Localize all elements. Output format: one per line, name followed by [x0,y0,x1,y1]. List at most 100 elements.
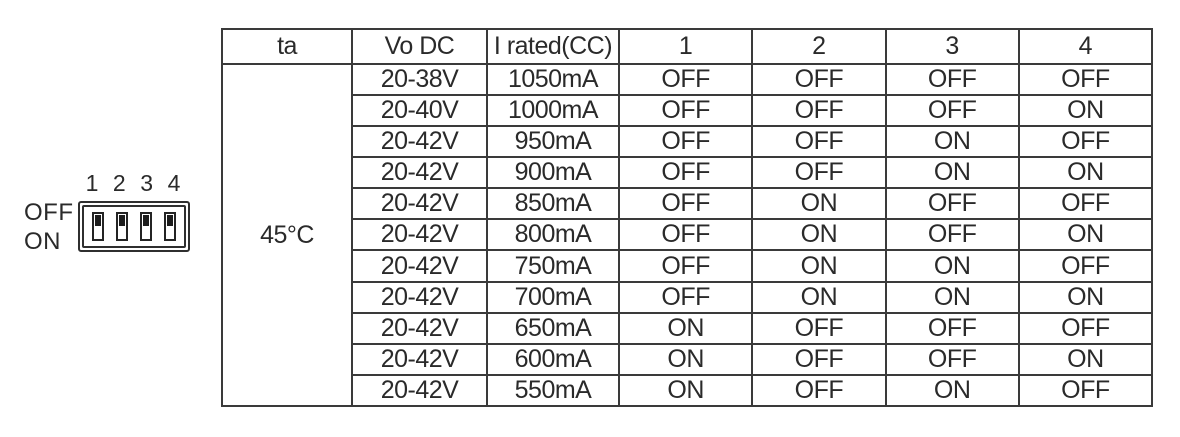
i-rated-cell: 700mA [486,280,620,314]
dip-switch-body [78,201,190,252]
table-row: 20-42V 650mA ON OFF OFF OFF [222,311,1154,345]
dip-lever-1 [92,212,104,241]
switch-3-cell: OFF [884,311,1020,345]
switch-3-cell: OFF [884,62,1020,97]
switch-3-cell: OFF [884,342,1020,376]
switch-4-cell: ON [1017,218,1154,252]
table-body: 45°C 20-38V 1050mA OFF OFF OFF OFF 20-40V 1000mA… [221,62,1154,408]
i-rated-cell: 550mA [486,373,620,408]
switch-3-cell: ON [884,249,1020,283]
i-rated-cell: 1050mA [486,62,620,97]
dip-off-label: OFF [24,199,74,226]
ambient-temperature-cell: 45°C [221,63,353,407]
switch-1-cell: OFF [617,62,754,97]
column-header-i-rated: I rated(CC) [486,28,620,65]
switch-4-cell: ON [1017,156,1154,190]
vo-dc-cell: 20-42V [351,249,488,283]
column-header-switch-2: 2 [751,28,887,65]
table-row: 20-42V 550mA ON OFF ON OFF [222,373,1154,408]
switch-2-cell: ON [751,280,887,314]
switch-4-cell: OFF [1017,249,1154,283]
switch-2-cell: OFF [751,373,887,408]
vo-dc-cell: 20-42V [351,187,488,221]
table-row: 20-42V 700mA OFF ON ON ON [222,280,1154,314]
vo-dc-cell: 20-40V [351,94,488,128]
switch-2-cell: OFF [751,94,887,128]
dip-switch-inner-frame [82,205,186,248]
switch-4-cell: OFF [1017,125,1154,159]
switch-4-cell: OFF [1017,62,1154,97]
column-header-vo-dc: Vo DC [351,28,488,65]
i-rated-cell: 850mA [486,187,620,221]
switch-1-cell: ON [617,342,754,376]
dip-lever-3 [140,212,152,241]
vo-dc-cell: 20-42V [351,125,488,159]
dip-lever-nub [143,215,149,226]
switch-1-cell: OFF [617,156,754,190]
dip-on-label: ON [24,228,61,255]
switch-4-cell: OFF [1017,373,1154,408]
vo-dc-cell: 20-42V [351,218,488,252]
i-rated-cell: 650mA [486,311,620,345]
switch-1-cell: OFF [617,280,754,314]
dip-lever-4 [164,212,176,241]
switch-3-cell: ON [884,373,1020,408]
switch-4-cell: OFF [1017,311,1154,345]
vo-dc-cell: 20-38V [351,62,488,97]
i-rated-cell: 750mA [486,249,620,283]
dip-number-2: 2 [112,170,126,196]
switch-1-cell: OFF [617,125,754,159]
switch-4-cell: ON [1017,342,1154,376]
table-header: ta Vo DC I rated(CC) 1 2 3 4 [221,28,1154,65]
table-row: 20-42V 900mA OFF OFF ON ON [222,156,1154,190]
table-row: 20-42V 950mA OFF OFF ON OFF [222,125,1154,159]
i-rated-cell: 900mA [486,156,620,190]
dip-number-1: 1 [85,170,99,196]
switch-2-cell: OFF [751,125,887,159]
dip-lever-nub [119,215,125,226]
switch-4-cell: ON [1017,280,1154,314]
switch-4-cell: OFF [1017,187,1154,221]
table-row: 45°C 20-38V 1050mA OFF OFF OFF OFF [221,62,1154,407]
switch-2-cell: OFF [751,156,887,190]
switch-2-cell: OFF [751,342,887,376]
column-header-switch-4: 4 [1017,28,1154,65]
switch-1-cell: OFF [617,187,754,221]
switch-3-cell: OFF [884,187,1020,221]
dip-number-4: 4 [167,170,181,196]
column-header-switch-1: 1 [617,28,754,65]
table-row: 20-42V 850mA OFF ON OFF OFF [222,187,1154,221]
switch-1-cell: OFF [617,94,754,128]
i-rated-cell: 1000mA [486,94,620,128]
switch-1-cell: OFF [617,249,754,283]
table-row: 20-42V 800mA OFF ON OFF ON [222,218,1154,252]
switch-1-cell: OFF [617,218,754,252]
switch-2-cell: OFF [751,311,887,345]
switch-3-cell: ON [884,156,1020,190]
switch-3-cell: ON [884,125,1020,159]
switch-2-cell: ON [751,218,887,252]
switch-4-cell: ON [1017,94,1154,128]
vo-dc-cell: 20-42V [351,280,488,314]
dip-setting-table: ta Vo DC I rated(CC) 1 2 3 4 45°C 20-38V 1050mA O… [221,28,1154,408]
switch-3-cell: OFF [884,94,1020,128]
i-rated-cell: 600mA [486,342,620,376]
vo-dc-cell: 20-42V [351,156,488,190]
vo-dc-cell: 20-42V [351,342,488,376]
dip-number-3: 3 [140,170,154,196]
vo-dc-cell: 20-42V [351,373,488,408]
dip-lever-nub [95,215,101,226]
switch-3-cell: ON [884,280,1020,314]
column-header-switch-3: 3 [884,28,1020,65]
switch-1-cell: ON [617,373,754,408]
table-row: 20-42V 600mA ON OFF OFF ON [222,342,1154,376]
switch-3-cell: OFF [884,218,1020,252]
table-row: 20-40V 1000mA OFF OFF OFF ON [222,94,1154,128]
i-rated-cell: 800mA [486,218,620,252]
vo-dc-cell: 20-42V [351,311,488,345]
switch-1-cell: ON [617,311,754,345]
header-row: ta Vo DC I rated(CC) 1 2 3 4 [221,28,1154,65]
